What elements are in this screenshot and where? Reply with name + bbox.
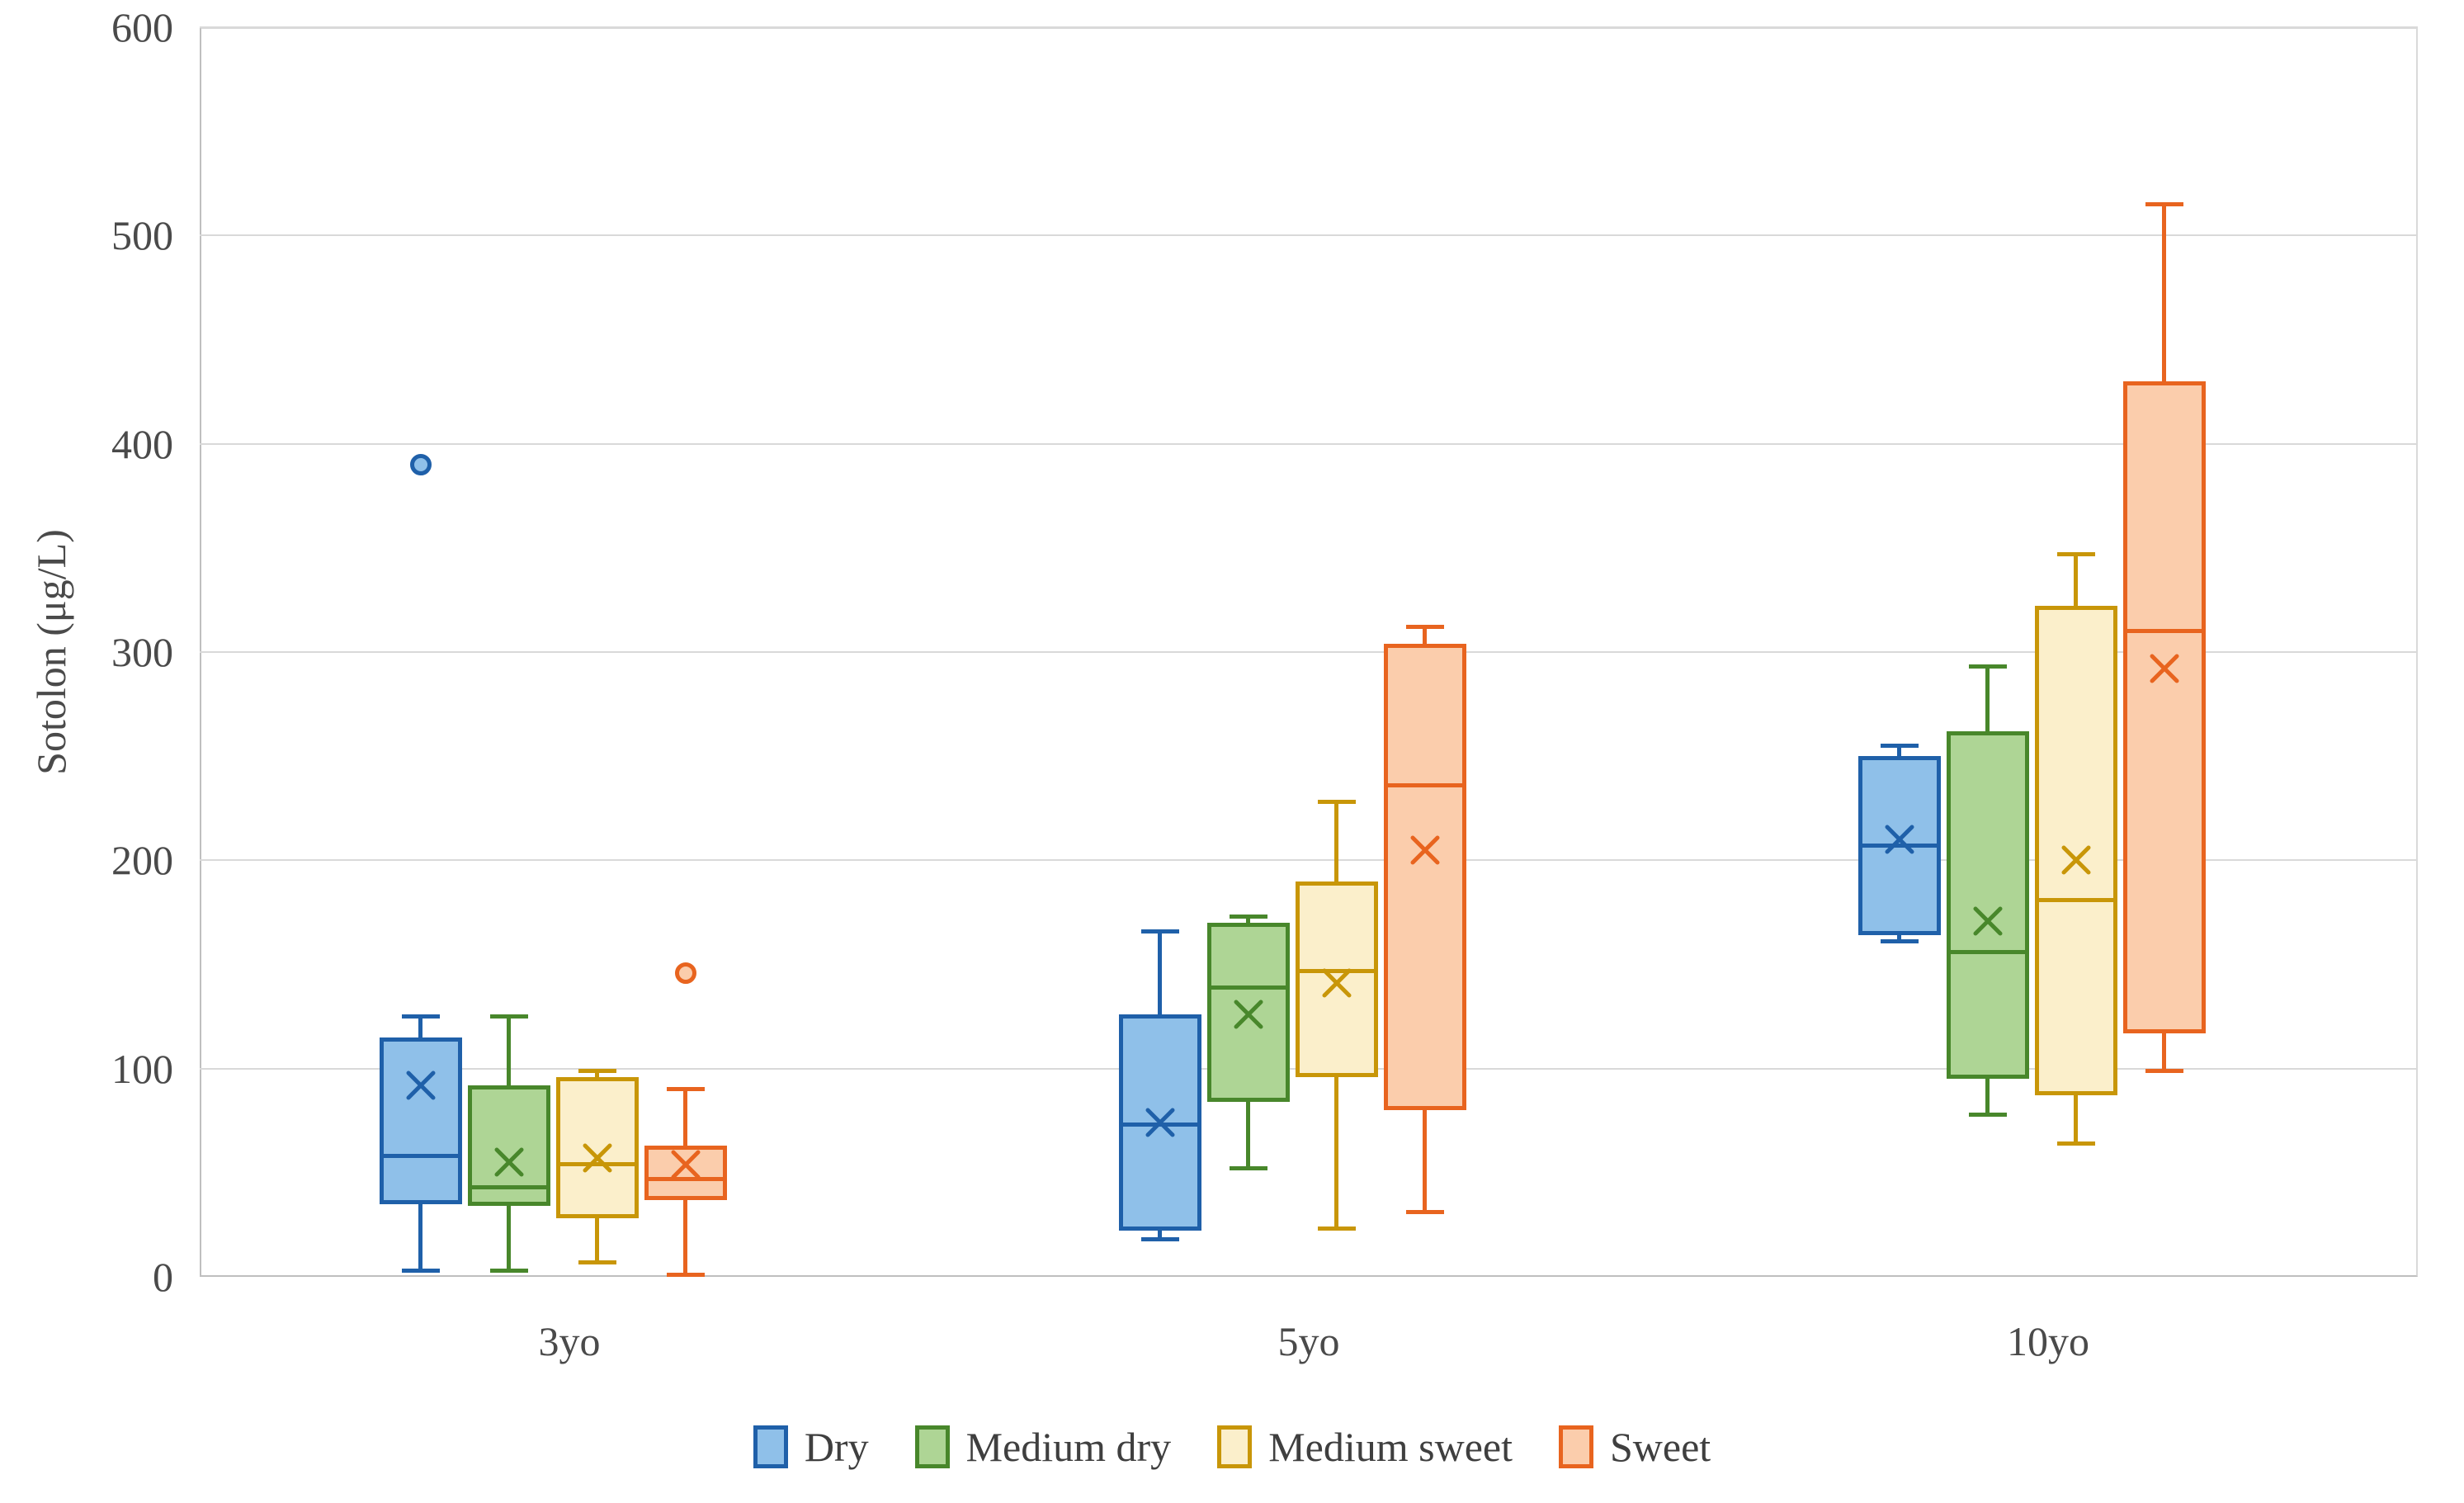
mean-marker-medium-sweet-10yo xyxy=(2057,841,2095,879)
box-medium-sweet-5yo xyxy=(1295,881,1378,1077)
mean-marker-medium-sweet-5yo xyxy=(1318,964,1356,1002)
y-tick-label-300: 300 xyxy=(111,629,173,675)
whisker-cap-min-dry-3yo xyxy=(401,1268,440,1273)
median-sweet-3yo xyxy=(644,1176,727,1181)
gridline-600 xyxy=(200,26,2418,28)
whisker-cap-min-sweet-3yo xyxy=(666,1272,705,1277)
gridline-200 xyxy=(200,859,2418,862)
mean-marker-sweet-10yo xyxy=(2145,650,2183,688)
whisker-cap-min-medium-sweet-10yo xyxy=(2056,1141,2095,1146)
mean-marker-dry-5yo xyxy=(1141,1104,1179,1141)
gridline-500 xyxy=(200,234,2418,237)
box-medium-dry-5yo xyxy=(1206,923,1290,1103)
mean-marker-medium-dry-10yo xyxy=(1969,902,2007,940)
legend-swatch-icon xyxy=(1217,1425,1253,1468)
whisker-cap-min-medium-sweet-3yo xyxy=(578,1260,616,1264)
whisker-cap-max-medium-sweet-5yo xyxy=(1317,800,1356,805)
median-medium-dry-3yo xyxy=(467,1184,550,1189)
gridline-400 xyxy=(200,442,2418,445)
mean-marker-medium-sweet-3yo xyxy=(578,1139,616,1177)
mean-marker-medium-dry-3yo xyxy=(490,1143,528,1181)
x-tick-label-5yo: 5yo xyxy=(1277,1318,1340,1364)
legend-item-sweet[interactable]: Sweet xyxy=(1558,1423,1711,1471)
whisker-cap-min-dry-5yo xyxy=(1140,1237,1179,1242)
median-medium-sweet-10yo xyxy=(2034,897,2117,902)
legend-label: Medium dry xyxy=(965,1424,1172,1470)
median-dry-3yo xyxy=(379,1154,462,1159)
mean-marker-dry-3yo xyxy=(402,1066,440,1104)
whisker-cap-min-medium-dry-3yo xyxy=(489,1268,528,1273)
x-tick-label-10yo: 10yo xyxy=(2007,1318,2089,1364)
legend-item-dry[interactable]: Dry xyxy=(753,1423,869,1471)
whisker-cap-min-sweet-10yo xyxy=(2145,1068,2183,1073)
whisker-cap-max-sweet-5yo xyxy=(1405,625,1444,630)
median-medium-sweet-5yo xyxy=(1295,968,1378,973)
median-medium-dry-10yo xyxy=(1946,949,2029,954)
median-dry-10yo xyxy=(1857,844,1941,848)
whisker-cap-min-medium-dry-5yo xyxy=(1229,1166,1267,1171)
whisker-cap-max-medium-sweet-10yo xyxy=(2056,551,2095,556)
median-sweet-5yo xyxy=(1383,782,1466,787)
whisker-cap-min-dry-10yo xyxy=(1880,939,1919,944)
legend-label: Sweet xyxy=(1609,1424,1711,1470)
mean-marker-sweet-5yo xyxy=(1406,831,1444,869)
legend-swatch-icon xyxy=(753,1425,788,1468)
box-sweet-10yo xyxy=(2122,380,2206,1033)
whisker-cap-max-sweet-3yo xyxy=(666,1087,705,1092)
whisker-cap-max-medium-dry-5yo xyxy=(1229,914,1267,919)
box-sweet-3yo xyxy=(644,1146,727,1200)
legend: Dry Medium dry Medium sweet Sweet xyxy=(0,1423,2464,1471)
box-sweet-5yo xyxy=(1383,643,1466,1111)
whisker-cap-max-dry-3yo xyxy=(401,1014,440,1019)
whisker-cap-min-medium-sweet-5yo xyxy=(1317,1227,1356,1231)
legend-swatch-icon xyxy=(914,1425,950,1468)
whisker-cap-max-medium-dry-3yo xyxy=(489,1014,528,1019)
x-tick-label-3yo: 3yo xyxy=(538,1318,601,1364)
median-medium-sweet-3yo xyxy=(555,1162,639,1167)
box-dry-3yo xyxy=(379,1037,462,1204)
whisker-cap-max-dry-5yo xyxy=(1140,929,1179,933)
mean-marker-medium-dry-5yo xyxy=(1230,995,1267,1033)
y-tick-label-500: 500 xyxy=(111,212,173,259)
whisker-cap-min-sweet-5yo xyxy=(1405,1210,1444,1215)
box-medium-sweet-3yo xyxy=(555,1076,639,1219)
mean-marker-sweet-3yo xyxy=(667,1146,705,1184)
gridline-300 xyxy=(200,651,2418,653)
legend-swatch-icon xyxy=(1558,1425,1593,1468)
box-medium-sweet-10yo xyxy=(2034,606,2117,1096)
box-medium-dry-10yo xyxy=(1946,730,2029,1080)
legend-item-medium-dry[interactable]: Medium dry xyxy=(914,1423,1172,1471)
y-tick-label-600: 600 xyxy=(111,4,173,50)
y-tick-label-400: 400 xyxy=(111,420,173,467)
whisker-cap-max-sweet-10yo xyxy=(2145,201,2183,206)
y-tick-label-0: 0 xyxy=(153,1254,173,1300)
legend-item-medium-sweet[interactable]: Medium sweet xyxy=(1217,1423,1513,1471)
outlier-dry-3yo-390 xyxy=(409,453,432,475)
y-tick-label-100: 100 xyxy=(111,1045,173,1092)
median-medium-dry-5yo xyxy=(1206,985,1290,990)
whisker-cap-max-medium-dry-10yo xyxy=(1968,664,2007,669)
median-sweet-10yo xyxy=(2122,629,2206,634)
legend-label: Medium sweet xyxy=(1268,1424,1513,1470)
outlier-sweet-3yo-146 xyxy=(674,962,696,984)
legend-label: Dry xyxy=(804,1424,869,1470)
mean-marker-dry-10yo xyxy=(1881,820,1919,858)
y-tick-label-200: 200 xyxy=(111,837,173,884)
whisker-cap-max-dry-10yo xyxy=(1880,744,1919,749)
whisker-cap-max-medium-sweet-3yo xyxy=(578,1068,616,1073)
whisker-cap-min-medium-dry-10yo xyxy=(1968,1112,2007,1117)
